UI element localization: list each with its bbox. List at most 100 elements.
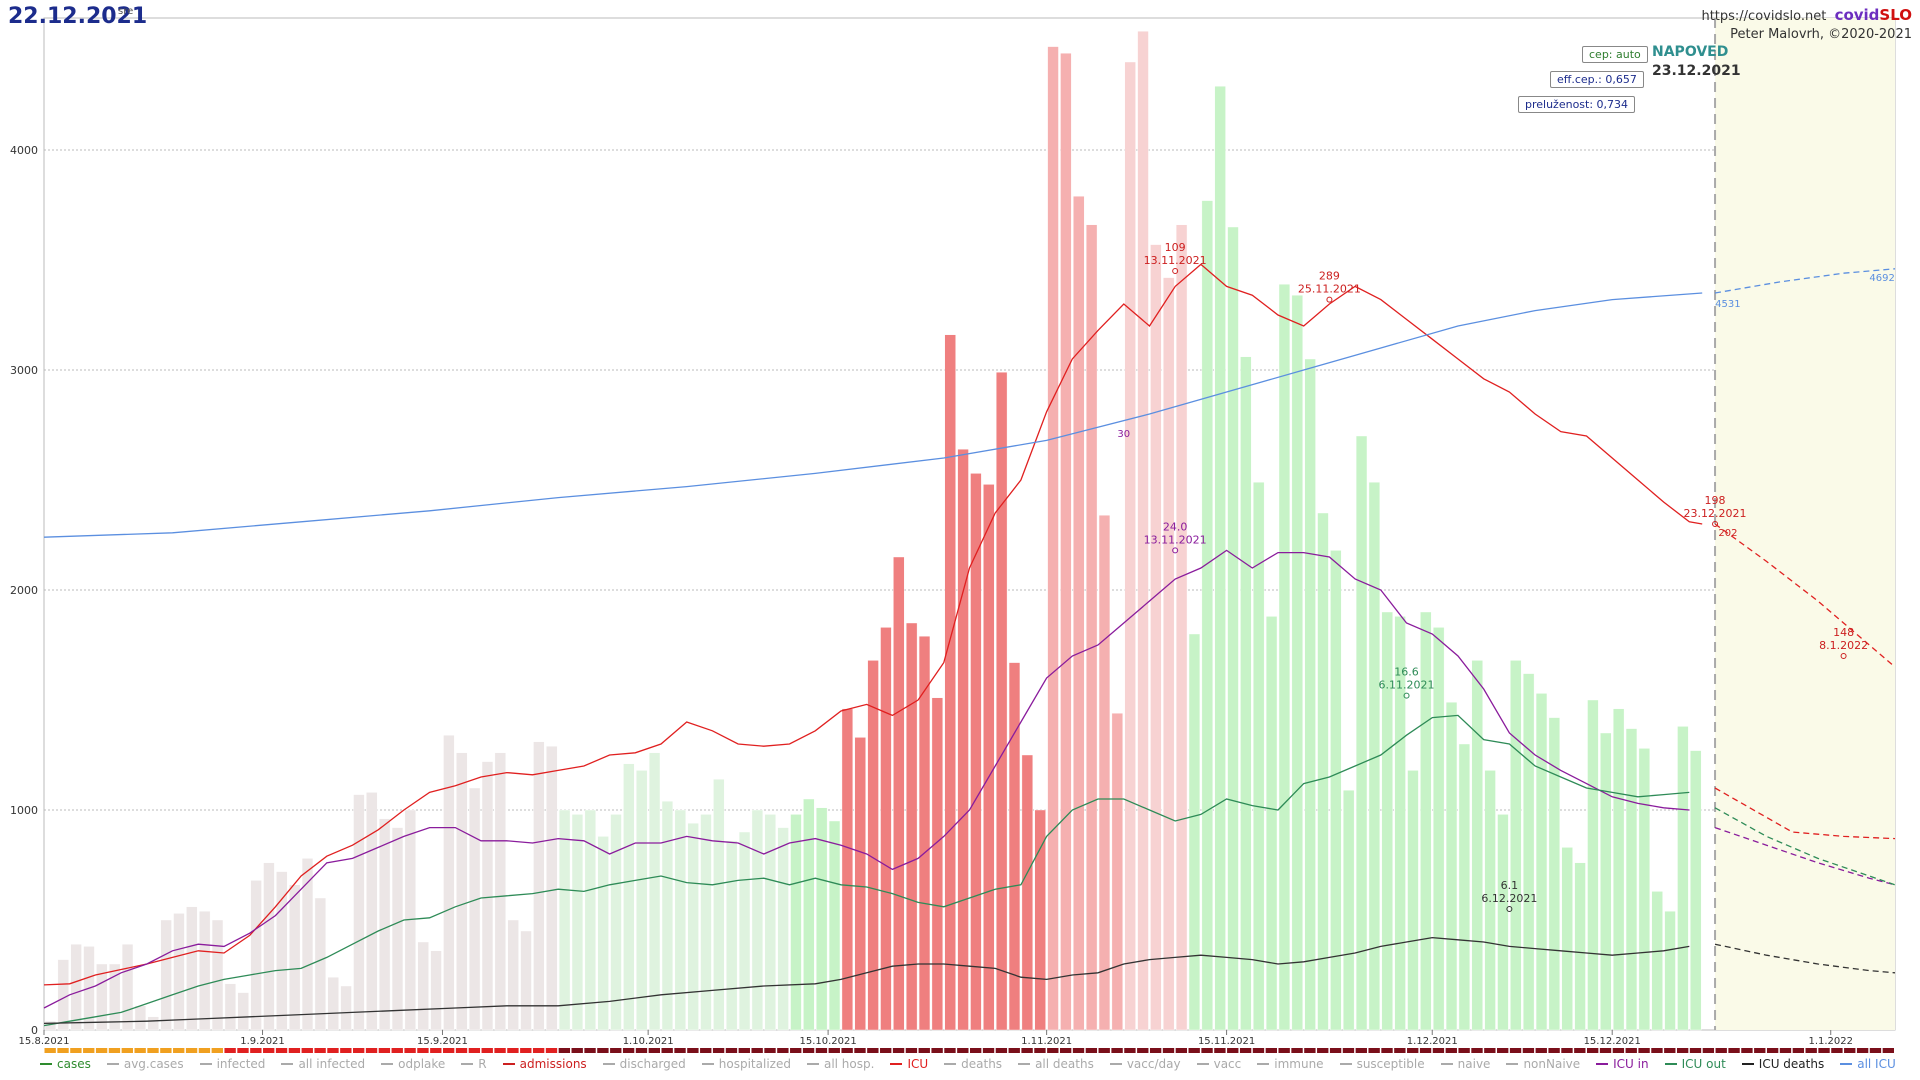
legend-swatch [701, 1063, 714, 1065]
timeline-cell [1676, 1048, 1689, 1053]
legend-label: all deaths [1035, 1057, 1094, 1071]
annotation-marker [1840, 653, 1847, 659]
timeline-cell [494, 1048, 506, 1053]
bar-cases [468, 787, 481, 1031]
legend-item[interactable]: admissions [502, 1057, 587, 1071]
legend-item[interactable]: ICU out [1664, 1057, 1726, 1071]
overload-button[interactable]: preluženost: 0,734 [1518, 96, 1636, 113]
brand-slo: SLO [1879, 6, 1912, 24]
legend-item[interactable]: all infected [281, 1057, 365, 1071]
timeline-cell [1304, 1048, 1316, 1053]
bar-cases [906, 622, 918, 1031]
forecast-area [1715, 18, 1895, 1030]
bar-cases [289, 884, 301, 1031]
legend-item[interactable]: naive [1440, 1057, 1491, 1071]
y-tick-label: 1000 [10, 804, 38, 817]
eff-cep-button[interactable]: eff.cep.: 0,657 [1550, 71, 1644, 88]
legend-item[interactable]: vacc [1196, 1057, 1241, 1071]
bar-cases [1098, 515, 1111, 1031]
bar-cases [1535, 693, 1548, 1031]
legend-item[interactable]: ICU deaths [1741, 1057, 1824, 1071]
bar-cases [854, 737, 866, 1031]
series-line-all-icu [43, 292, 1703, 538]
bar-cases [1587, 699, 1599, 1031]
bar-cases [674, 809, 686, 1031]
site-url[interactable]: https://covidslo.net [1701, 9, 1827, 24]
annotation-value: 198 [1705, 494, 1726, 507]
timeline-cell [1265, 1048, 1277, 1053]
legend-item[interactable]: vacc/day [1109, 1057, 1181, 1071]
legend-item[interactable]: ICU in [1596, 1057, 1649, 1071]
legend-label: nonNaive [1523, 1057, 1581, 1071]
bar-cases [1060, 53, 1072, 1031]
legend-item[interactable]: avg.cases [106, 1057, 184, 1071]
legend-item[interactable]: susceptible [1339, 1057, 1425, 1071]
timeline-cell [1471, 1048, 1483, 1053]
legend-label: naive [1457, 1057, 1491, 1071]
timeline-cell [1252, 1048, 1265, 1053]
legend-item[interactable]: discharged [602, 1057, 686, 1071]
legend-swatch [40, 1063, 52, 1065]
cep-button[interactable]: cep: auto [1582, 46, 1648, 63]
bar-cases [379, 818, 391, 1031]
legend-item[interactable]: all deaths [1018, 1057, 1094, 1071]
bar-cases [1613, 708, 1625, 1031]
legend-label: avg.cases [123, 1057, 184, 1071]
x-tick-label: 15.10.2021 [799, 1036, 856, 1047]
legend-item[interactable]: immune [1257, 1057, 1324, 1071]
legend-item[interactable]: infected [199, 1057, 265, 1071]
timeline-cell [1766, 1048, 1779, 1053]
legend-label: all ICU [1857, 1057, 1896, 1071]
timeline-cell [442, 1048, 455, 1053]
legend-label: ICU out [1681, 1057, 1726, 1071]
timeline-cell [430, 1048, 442, 1053]
bar-cases [1445, 702, 1458, 1031]
timeline-cell [1599, 1048, 1612, 1053]
legend-item[interactable]: R [461, 1057, 487, 1071]
bar-cases [726, 840, 738, 1031]
timeline-cell [340, 1048, 352, 1053]
bar-cases [301, 858, 314, 1031]
timeline-cell [1856, 1048, 1869, 1053]
bar-cases [1458, 743, 1471, 1031]
bar-cases [1625, 728, 1638, 1031]
bar-cases [1034, 809, 1046, 1031]
legend-item[interactable]: hospitalized [701, 1057, 791, 1071]
timeline-cell [481, 1048, 493, 1053]
timeline-cell [1407, 1048, 1419, 1053]
timeline-cell [314, 1048, 326, 1053]
timeline-cell [1741, 1048, 1753, 1053]
bar-cases [1317, 512, 1329, 1031]
timeline-cell [944, 1048, 956, 1053]
bar-cases [1484, 770, 1496, 1031]
series-line-icu [43, 263, 1703, 986]
timeline-cell [1419, 1048, 1432, 1053]
bar-cases [263, 862, 275, 1031]
timeline-cell [571, 1048, 583, 1053]
legend-item[interactable]: cases [40, 1057, 91, 1071]
timeline-cell [95, 1048, 108, 1053]
legend-item[interactable]: all hosp. [806, 1057, 874, 1071]
legend-label: hospitalized [718, 1057, 791, 1071]
bar-cases [134, 1005, 147, 1031]
timeline-cell [1381, 1048, 1393, 1053]
bar-cases [1433, 627, 1445, 1031]
annotation-value: 24.0 [1163, 520, 1188, 533]
legend-item[interactable]: odplake [381, 1057, 445, 1071]
timeline-cell [520, 1048, 532, 1053]
timeline-cell [468, 1048, 481, 1053]
legend-item[interactable]: nonNaive [1506, 1057, 1580, 1071]
timeline-cell [725, 1048, 738, 1053]
legend-item[interactable]: all ICU [1840, 1057, 1896, 1071]
legend-label: ICU in [1613, 1057, 1649, 1071]
legend-item[interactable]: ICU [890, 1057, 928, 1071]
bar-cases [1330, 550, 1342, 1031]
x-tick-label: 1.9.2021 [240, 1036, 285, 1047]
bar-cases [816, 807, 828, 1031]
timeline-cell [1111, 1048, 1123, 1053]
legend-item[interactable]: deaths [944, 1057, 1002, 1071]
annotation-value: 148 [1833, 626, 1854, 639]
timeline-cell [1587, 1048, 1599, 1053]
timeline-cell [44, 1048, 56, 1053]
timeline-cell [353, 1048, 365, 1053]
